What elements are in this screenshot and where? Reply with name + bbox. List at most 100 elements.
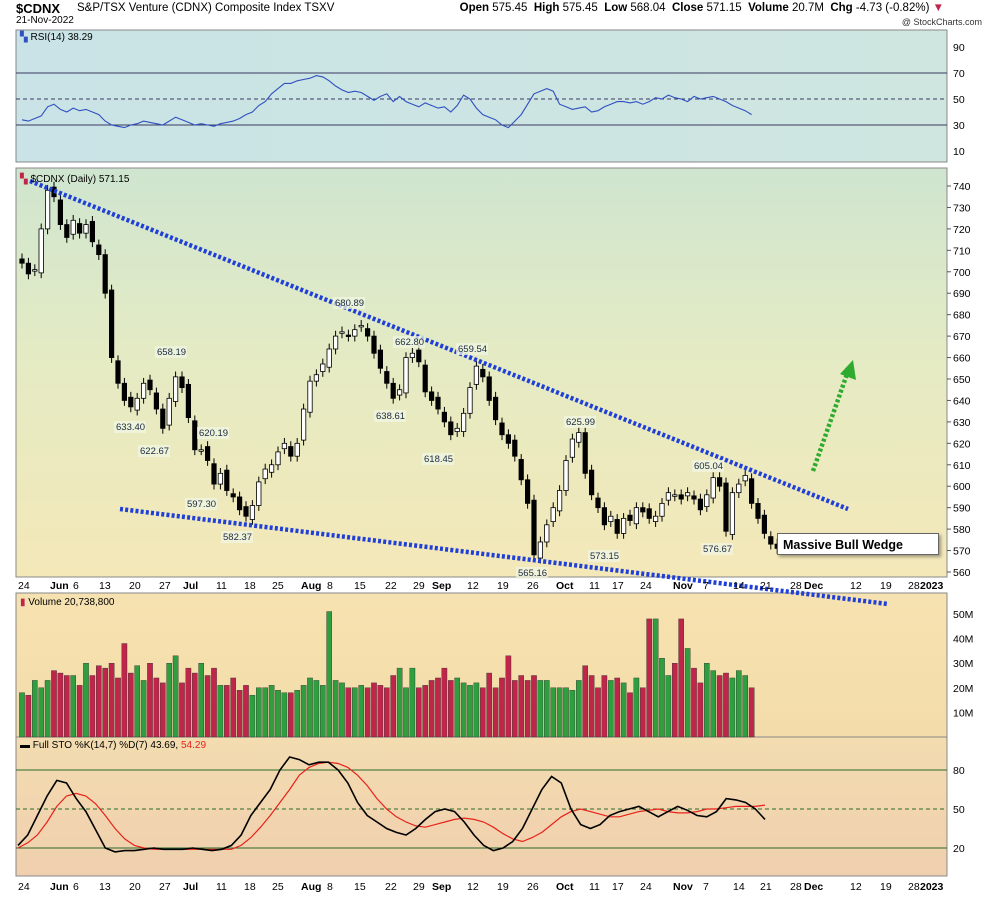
price-tick-label: 680 — [953, 310, 971, 322]
rsi-tick-label: 70 — [953, 68, 965, 80]
annotation-bg — [333, 297, 365, 309]
x-axis-label: 15 — [354, 580, 366, 592]
sto-d-line — [17, 761, 766, 850]
price-tick-label: 740 — [953, 181, 971, 193]
candle-body — [256, 481, 262, 506]
candle-body — [102, 254, 108, 294]
volume-bar — [672, 663, 678, 738]
candle-body — [717, 477, 723, 487]
volume-bar — [563, 687, 569, 738]
annotation-bg — [564, 416, 596, 428]
volume-bar — [320, 685, 326, 738]
volume-bar — [230, 677, 237, 738]
x-axis-label: 11 — [589, 580, 600, 592]
x-axis-label: 2023 — [920, 881, 944, 893]
candle-body — [70, 219, 76, 235]
volume-bar — [736, 670, 742, 738]
x-axis-label: 21 — [760, 580, 772, 592]
x-axis-label: 22 — [385, 580, 397, 592]
candle-body — [569, 438, 576, 458]
x-axis-label: 26 — [527, 881, 539, 893]
candle-body — [204, 446, 211, 461]
x-axis-label: Nov — [673, 580, 693, 592]
candle-body — [134, 397, 140, 411]
candle-body — [697, 498, 704, 511]
candle-body — [160, 408, 166, 429]
candle-body — [281, 442, 288, 450]
volume-bar — [332, 680, 339, 738]
price-annotations: 680.89 662.80 659.54 658.19 638.61 633.40 625.… — [114, 297, 733, 579]
sto-k-line — [17, 756, 766, 853]
candle-body — [147, 379, 153, 391]
candle-body — [249, 505, 255, 520]
x-axis-label: 24 — [640, 580, 652, 592]
volume-bar — [659, 658, 665, 738]
volume-bar — [441, 667, 448, 738]
stochastic-indicator — [17, 756, 766, 853]
price-annotation: 662.80 — [395, 337, 424, 348]
volume-tick-label: 40M — [953, 634, 973, 646]
x-axis-label: 12 — [467, 881, 479, 893]
breakout-arrow-line — [810, 373, 850, 472]
annotation-bg — [185, 498, 217, 510]
volume-bar — [396, 667, 403, 738]
price-annotation: 622.67 — [140, 446, 169, 457]
x-axis-label: 28 — [790, 580, 802, 592]
candle-body — [576, 432, 582, 443]
candle-body — [364, 328, 371, 337]
volume-value: 20.7M — [791, 2, 824, 14]
candle-body — [243, 506, 249, 517]
volume-bar — [524, 680, 531, 738]
annotation-bg — [374, 410, 406, 422]
candle-body — [428, 391, 435, 401]
price-annotation: 618.45 — [424, 454, 453, 465]
volume-bar — [678, 618, 684, 738]
volume-bar — [595, 687, 601, 738]
sto-tick-label: 50 — [953, 804, 965, 816]
candle-body — [454, 427, 460, 432]
volume-bar — [262, 687, 269, 738]
price-tick-label: 630 — [953, 417, 971, 429]
x-axis-label: 28 — [908, 580, 920, 592]
volume-bar — [83, 663, 89, 738]
x-axis-label: Nov — [673, 881, 693, 893]
candle-body — [608, 515, 614, 523]
price-annotation: 565.16 — [518, 568, 547, 579]
candle-body — [653, 515, 659, 523]
volume-bar — [44, 680, 51, 738]
candle-body — [384, 371, 390, 384]
x-axis-label: 12 — [467, 580, 479, 592]
candle-body — [460, 412, 467, 432]
sto-panel — [15, 736, 948, 877]
candle-body — [300, 408, 307, 441]
volume-bar — [620, 682, 627, 738]
x-axis-label: 28 — [908, 881, 920, 893]
volume-bar — [300, 685, 307, 738]
x-axis-label: Aug — [301, 580, 321, 592]
volume-bar — [108, 663, 115, 738]
volume-bar — [358, 685, 365, 738]
x-axis-label: 6 — [73, 580, 79, 592]
volume-bar — [710, 670, 716, 738]
price-tick-label: 600 — [953, 481, 971, 493]
candle-body — [685, 492, 691, 497]
volume-bar — [223, 685, 230, 738]
candle-body — [723, 482, 729, 532]
volume-bar — [153, 677, 160, 738]
volume-bar — [499, 677, 505, 738]
x-axis-label: 14 — [733, 881, 745, 893]
x-axis-label: 8 — [327, 881, 333, 893]
candle-body — [236, 496, 243, 511]
chg-value: -4.73 (-0.82%) — [855, 2, 930, 14]
volume-bar — [601, 675, 608, 738]
annotation-bg — [701, 543, 733, 555]
candle-body — [492, 396, 499, 421]
volume-bar — [70, 675, 76, 738]
watermark: @ StockCharts.com — [901, 17, 982, 27]
x-axis-label: 25 — [272, 580, 284, 592]
x-axis-label: 24 — [18, 580, 30, 592]
grid-lines — [16, 72, 947, 849]
x-axis-label: 21 — [760, 881, 772, 893]
volume-bar — [185, 667, 192, 738]
candle-body — [742, 475, 748, 482]
